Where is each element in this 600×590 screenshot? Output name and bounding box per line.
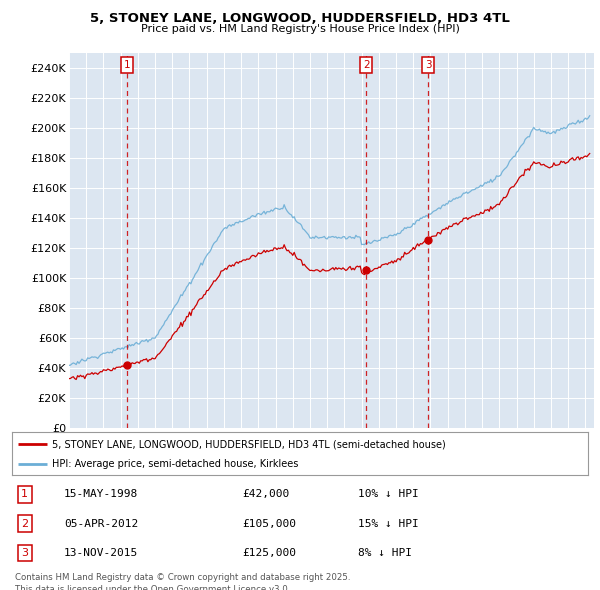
Text: 15-MAY-1998: 15-MAY-1998 xyxy=(64,489,138,499)
Text: Contains HM Land Registry data © Crown copyright and database right 2025.
This d: Contains HM Land Registry data © Crown c… xyxy=(15,573,350,590)
Text: £105,000: £105,000 xyxy=(242,519,296,529)
Text: 1: 1 xyxy=(124,60,130,70)
Text: 2: 2 xyxy=(363,60,370,70)
Text: 5, STONEY LANE, LONGWOOD, HUDDERSFIELD, HD3 4TL: 5, STONEY LANE, LONGWOOD, HUDDERSFIELD, … xyxy=(90,12,510,25)
Text: 5, STONEY LANE, LONGWOOD, HUDDERSFIELD, HD3 4TL (semi-detached house): 5, STONEY LANE, LONGWOOD, HUDDERSFIELD, … xyxy=(52,440,446,450)
Text: 05-APR-2012: 05-APR-2012 xyxy=(64,519,138,529)
Text: £42,000: £42,000 xyxy=(242,489,290,499)
Text: 10% ↓ HPI: 10% ↓ HPI xyxy=(358,489,418,499)
Text: £125,000: £125,000 xyxy=(242,548,296,558)
Text: 13-NOV-2015: 13-NOV-2015 xyxy=(64,548,138,558)
Text: 3: 3 xyxy=(425,60,431,70)
Text: 15% ↓ HPI: 15% ↓ HPI xyxy=(358,519,418,529)
Text: 8% ↓ HPI: 8% ↓ HPI xyxy=(358,548,412,558)
Text: Price paid vs. HM Land Registry's House Price Index (HPI): Price paid vs. HM Land Registry's House … xyxy=(140,24,460,34)
Text: 2: 2 xyxy=(21,519,28,529)
Text: 3: 3 xyxy=(21,548,28,558)
Text: HPI: Average price, semi-detached house, Kirklees: HPI: Average price, semi-detached house,… xyxy=(52,460,299,469)
Text: 1: 1 xyxy=(21,489,28,499)
